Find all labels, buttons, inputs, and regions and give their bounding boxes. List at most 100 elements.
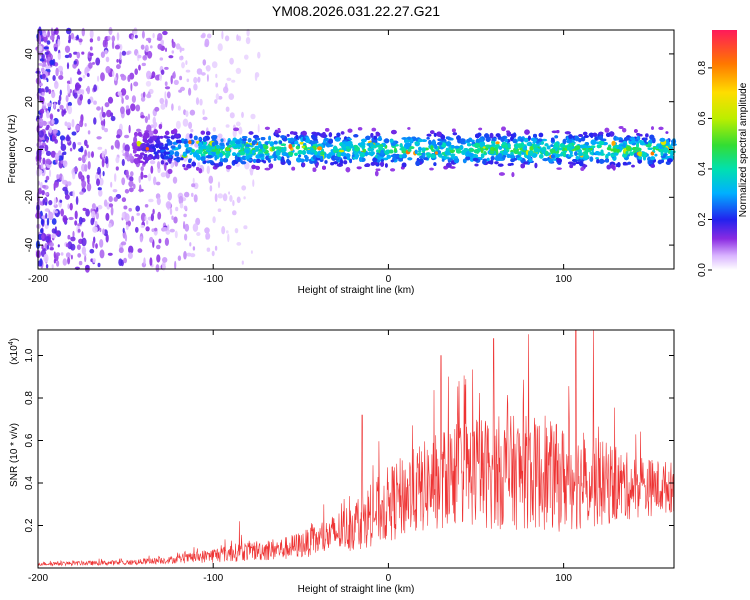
- heatmap-cell: [126, 51, 130, 56]
- heatmap-cell: [58, 94, 62, 102]
- heatmap-cell: [638, 156, 643, 160]
- heatmap-cell: [605, 153, 609, 160]
- heatmap-cell: [53, 117, 59, 125]
- heatmap-cell: [167, 158, 172, 163]
- heatmap-cell: [527, 135, 531, 141]
- heatmap-cell: [144, 44, 149, 53]
- heatmap-cell: [357, 127, 363, 131]
- heatmap-cell: [286, 158, 290, 164]
- heatmap-cell: [568, 143, 573, 146]
- heatmap-cell: [548, 158, 554, 163]
- heatmap-cell: [146, 143, 150, 148]
- heatmap-cell: [192, 223, 199, 232]
- heatmap-cell: [365, 135, 371, 140]
- heatmap-cell: [78, 38, 83, 43]
- heatmap-cell: [650, 156, 656, 161]
- heatmap-cell: [206, 74, 209, 82]
- heatmap-cell: [555, 153, 561, 157]
- heatmap-cell: [536, 140, 540, 144]
- heatmap-cell: [537, 138, 543, 142]
- heatmap-cell: [58, 75, 64, 80]
- heatmap-cell: [637, 151, 643, 157]
- heatmap-cell: [128, 245, 134, 254]
- heatmap-cell: [38, 169, 43, 174]
- heatmap-cell: [280, 143, 286, 146]
- heatmap-cell: [177, 139, 182, 144]
- heatmap-cell: [277, 156, 282, 161]
- heatmap-cell: [275, 146, 281, 150]
- heatmap-cell: [562, 138, 567, 145]
- heatmap-cell: [143, 154, 148, 158]
- heatmap-cell: [173, 79, 179, 85]
- heatmap-cell: [474, 142, 480, 148]
- heatmap-cell: [78, 157, 82, 162]
- heatmap-cell: [44, 86, 49, 93]
- heatmap-cell: [431, 140, 436, 146]
- heatmap-cell: [244, 54, 249, 60]
- heatmap-cell: [342, 143, 346, 149]
- heatmap-cell: [215, 151, 220, 154]
- heatmap-cell: [206, 131, 211, 136]
- heatmap-cell: [158, 238, 162, 244]
- heatmap-cell: [44, 133, 48, 140]
- heatmap-cell: [159, 74, 163, 81]
- heatmap-cell: [243, 196, 246, 200]
- heatmap-cell: [84, 149, 87, 157]
- heatmap-cell: [97, 146, 103, 150]
- heatmap-cell: [135, 104, 141, 112]
- heatmap-cell: [134, 159, 139, 165]
- snr-y-tick-label: 0.6: [24, 433, 35, 447]
- heatmap-cell: [204, 38, 210, 48]
- heatmap-cell: [244, 162, 250, 170]
- heatmap-cell: [55, 67, 59, 77]
- heatmap-cell: [51, 218, 57, 225]
- heatmap-cell: [615, 136, 619, 141]
- heatmap-cell: [87, 177, 90, 184]
- heatmap-cell: [73, 60, 77, 65]
- heatmap-cell: [235, 67, 242, 74]
- heatmap-cell: [121, 212, 125, 219]
- heatmap-cell: [175, 43, 181, 50]
- heatmap-cell: [47, 102, 52, 108]
- heatmap-cell: [371, 144, 377, 149]
- heatmap-cell: [451, 128, 456, 133]
- heatmap-cell: [280, 148, 287, 153]
- heatmap-cell: [62, 215, 68, 223]
- heatmap-cell: [479, 141, 486, 147]
- heatmap-cell: [144, 116, 148, 124]
- heatmap-cell: [145, 147, 149, 151]
- heatmap-cell: [629, 137, 636, 141]
- heatmap-cell: [235, 121, 241, 127]
- colorbar-tick-label: 0.4: [697, 162, 708, 176]
- heatmap-cell: [64, 194, 70, 200]
- heatmap-cell: [78, 77, 83, 82]
- heatmap-cell: [510, 162, 514, 166]
- heatmap-cell: [171, 130, 175, 135]
- heatmap-cell: [170, 161, 174, 169]
- colorbar: 0.0 0.2 0.4 0.6 0.8 Normalized spectral ampl…: [697, 30, 749, 277]
- heatmap-cell: [354, 146, 360, 152]
- heatmap-cell: [77, 84, 82, 89]
- heatmap-cell: [226, 77, 232, 82]
- heatmap-cell: [131, 95, 136, 103]
- heatmap-cell: [171, 50, 175, 54]
- heatmap-cell: [268, 135, 271, 141]
- heatmap-cell: [227, 233, 230, 243]
- heatmap-cell: [110, 115, 116, 122]
- heatmap-cell: [302, 162, 306, 167]
- heatmap-cell: [59, 70, 64, 76]
- heatmap-cell: [193, 194, 198, 203]
- heatmap-cell: [221, 226, 226, 235]
- heatmap-cell: [201, 72, 206, 76]
- heatmap-cell: [122, 227, 125, 234]
- heatmap-cell: [407, 148, 412, 152]
- heatmap-cell: [40, 181, 43, 189]
- heatmap-cell: [46, 40, 51, 45]
- heatmap-cell: [268, 163, 274, 169]
- heatmap-cell: [236, 196, 241, 204]
- heatmap-cell: [347, 128, 353, 133]
- heatmap-cell: [652, 137, 656, 144]
- heatmap-cell: [150, 124, 155, 128]
- heatmap-cell: [198, 149, 203, 155]
- heatmap-cell: [131, 34, 134, 40]
